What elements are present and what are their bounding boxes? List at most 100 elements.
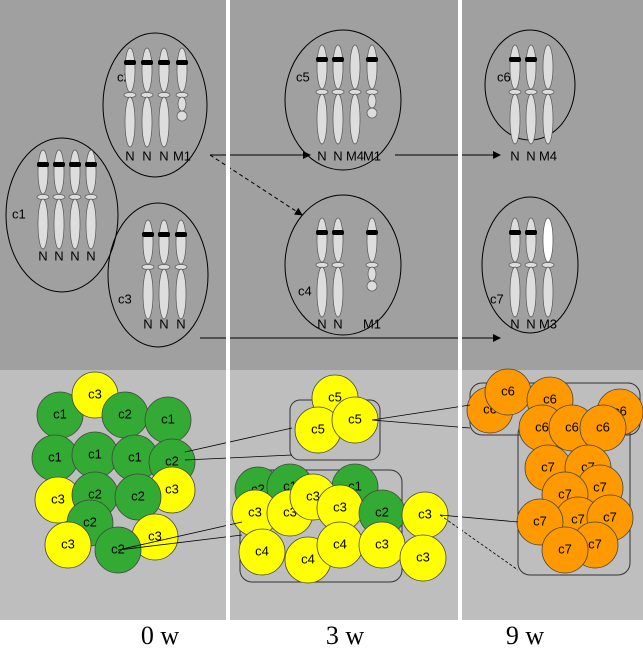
links <box>117 404 519 571</box>
divider <box>226 0 230 620</box>
cell-outline <box>5 137 119 293</box>
chromosome-arm <box>525 93 537 145</box>
chromosome-arm <box>332 93 344 145</box>
chromosome-label: M3 <box>539 316 557 331</box>
chromosome-label: N <box>86 248 95 263</box>
chromosome-label: N <box>317 316 326 331</box>
chromosome-arm <box>316 217 328 263</box>
chromosome-arm <box>366 280 378 292</box>
chromosome-label: N <box>38 248 47 263</box>
cell-label: c5 <box>328 389 342 404</box>
chromosome-arm <box>509 44 521 90</box>
cell-label: c4 <box>301 551 315 566</box>
cell-label: c5 <box>311 421 325 436</box>
chromosome-band <box>142 232 154 237</box>
cell-label: c7 <box>558 486 572 501</box>
cell-label: c4 <box>333 536 347 551</box>
cell-outline <box>107 202 209 348</box>
cell-label: c2 <box>131 488 145 503</box>
chromosome-arm <box>176 47 188 93</box>
cell-label: c2 <box>83 514 97 529</box>
chromosome-arm <box>332 217 344 263</box>
cell-label: c6 <box>543 391 557 406</box>
cell-label: c3 <box>148 528 162 543</box>
time-label: 9 w <box>506 621 545 650</box>
chromosome-label: N <box>159 316 168 331</box>
chromosome-arm <box>37 198 49 250</box>
chromosome-arm <box>175 268 187 320</box>
chromosome-band <box>69 162 81 167</box>
cell <box>238 528 286 576</box>
cell-label: c3 <box>418 506 432 521</box>
chromosome-arm <box>525 44 537 90</box>
cell-outline <box>284 194 402 336</box>
cell-label: c7 <box>571 511 585 526</box>
chromosome-band <box>158 232 170 237</box>
cell-label: c3 <box>88 386 102 401</box>
cell <box>331 396 379 444</box>
cell-label: c3 <box>165 481 179 496</box>
chromosome-arm <box>175 219 187 265</box>
chromosome-label: N <box>54 248 63 263</box>
cell-label: c7 <box>603 509 617 524</box>
cell-label: c1 <box>12 206 26 221</box>
chromosome-arm <box>316 93 328 145</box>
chromosome-arm <box>542 266 554 318</box>
cell-label: c1 <box>161 411 175 426</box>
chromosome-label: M4 <box>539 148 557 163</box>
chromosome-arm <box>367 266 377 282</box>
chromosome-arm <box>367 93 377 109</box>
chromosome-band <box>316 57 328 62</box>
cell-label: c3 <box>416 549 430 564</box>
chromosome-arm <box>316 266 328 318</box>
chromosome-arm <box>316 44 328 90</box>
chromosome-band <box>175 232 187 237</box>
chromosome-label: M4 <box>346 148 364 163</box>
chromosome-arm <box>85 198 97 250</box>
cell-label: c1 <box>88 446 102 461</box>
chromosome-band <box>141 60 153 65</box>
cell <box>541 526 589 574</box>
chromosome-band <box>316 230 328 235</box>
time-label: 3 w <box>326 621 365 650</box>
cell-label: c5 <box>296 69 310 84</box>
chromosome-arm <box>509 217 521 263</box>
chromosome-arm <box>158 47 170 93</box>
chromosome-arm <box>53 149 65 195</box>
cell-label: c3 <box>61 536 75 551</box>
chromosome-label: N <box>526 316 535 331</box>
cell-label: c6 <box>596 419 610 434</box>
cell-label: c7 <box>541 459 555 474</box>
cell-label: c6 <box>497 69 511 84</box>
cell-label: c6 <box>535 419 549 434</box>
cell-outline <box>481 196 579 334</box>
chromosome-arm <box>141 47 153 93</box>
chromosome-label: N <box>317 148 326 163</box>
chromosome-band <box>366 230 378 235</box>
chromosome-arm <box>53 198 65 250</box>
chromosome-arm <box>177 96 187 112</box>
chromosome-label: N <box>333 316 342 331</box>
chromosome-arm <box>509 93 521 145</box>
cell <box>399 534 447 582</box>
cell-label: c6 <box>501 383 515 398</box>
cell-label: c4 <box>255 543 269 558</box>
cell-label: c1 <box>53 406 67 421</box>
chromosome-band <box>158 60 170 65</box>
chromosome-band <box>332 57 344 62</box>
chromosome-label: N <box>510 148 519 163</box>
chromosome-arm <box>332 44 344 90</box>
chromosome-band <box>525 57 537 62</box>
chromosome-arm <box>349 93 361 145</box>
chromosome-label: N <box>333 148 342 163</box>
cell-label: c3 <box>306 488 320 503</box>
chromosome-band <box>37 162 49 167</box>
cell-outline <box>102 32 208 178</box>
chromosome-label: N <box>143 316 152 331</box>
chromosome-arm <box>142 268 154 320</box>
cell-label: c2 <box>88 486 102 501</box>
chromosome-label: M1 <box>173 148 191 163</box>
cell <box>114 473 162 521</box>
chromosome-label: N <box>176 316 185 331</box>
